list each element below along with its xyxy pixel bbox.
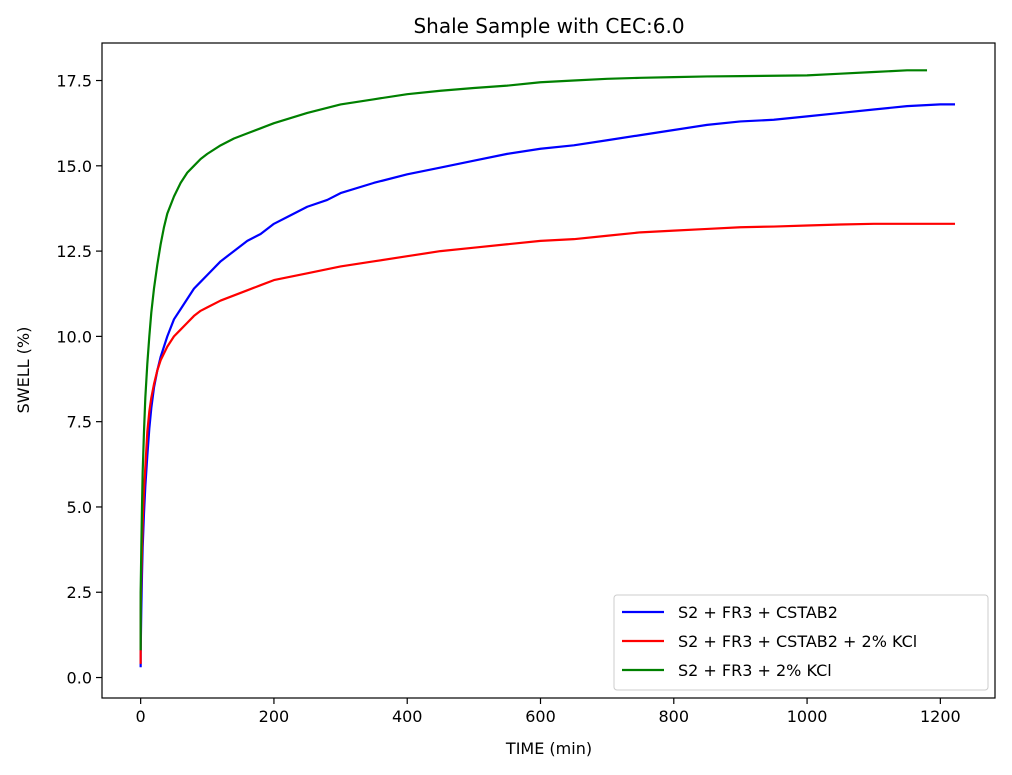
y-tick-label: 7.5 xyxy=(67,413,92,432)
y-tick-label: 5.0 xyxy=(67,498,92,517)
x-tick-label: 800 xyxy=(659,707,690,726)
series-line-1 xyxy=(139,103,956,668)
y-tick-label: 15.0 xyxy=(56,157,92,176)
y-axis: 0.0 2.5 5.0 7.5 10.0 12.5 15.0 17.5 xyxy=(56,72,102,688)
y-axis-label: SWELL (%) xyxy=(14,327,33,414)
x-tick-label: 0 xyxy=(136,707,146,726)
x-tick-label: 600 xyxy=(525,707,556,726)
y-tick-label: 10.0 xyxy=(56,327,92,346)
x-tick-label: 400 xyxy=(392,707,423,726)
x-tick-label: 200 xyxy=(259,707,290,726)
legend-label-1: S2 + FR3 + CSTAB2 xyxy=(678,603,838,622)
series-line-2 xyxy=(139,222,956,664)
plot-frame xyxy=(101,42,996,699)
legend: S2 + FR3 + CSTAB2 S2 + FR3 + CSTAB2 + 2% … xyxy=(613,594,989,691)
x-axis-label: TIME (min) xyxy=(505,739,592,758)
y-tick-label: 0.0 xyxy=(67,669,92,688)
x-axis: 0 200 400 600 800 1000 1200 xyxy=(136,698,961,726)
chart-title: Shale Sample with CEC:6.0 xyxy=(413,14,684,38)
y-tick-label: 2.5 xyxy=(67,583,92,602)
series-layer xyxy=(139,69,956,668)
y-tick-label: 12.5 xyxy=(56,242,92,261)
x-tick-label: 1200 xyxy=(920,707,961,726)
series-line-3 xyxy=(139,69,928,651)
legend-label-2: S2 + FR3 + CSTAB2 + 2% KCl xyxy=(678,632,917,651)
x-tick-label: 1000 xyxy=(787,707,828,726)
legend-box xyxy=(613,594,989,691)
legend-label-3: S2 + FR3 + 2% KCl xyxy=(678,661,832,680)
y-tick-label: 17.5 xyxy=(56,72,92,91)
